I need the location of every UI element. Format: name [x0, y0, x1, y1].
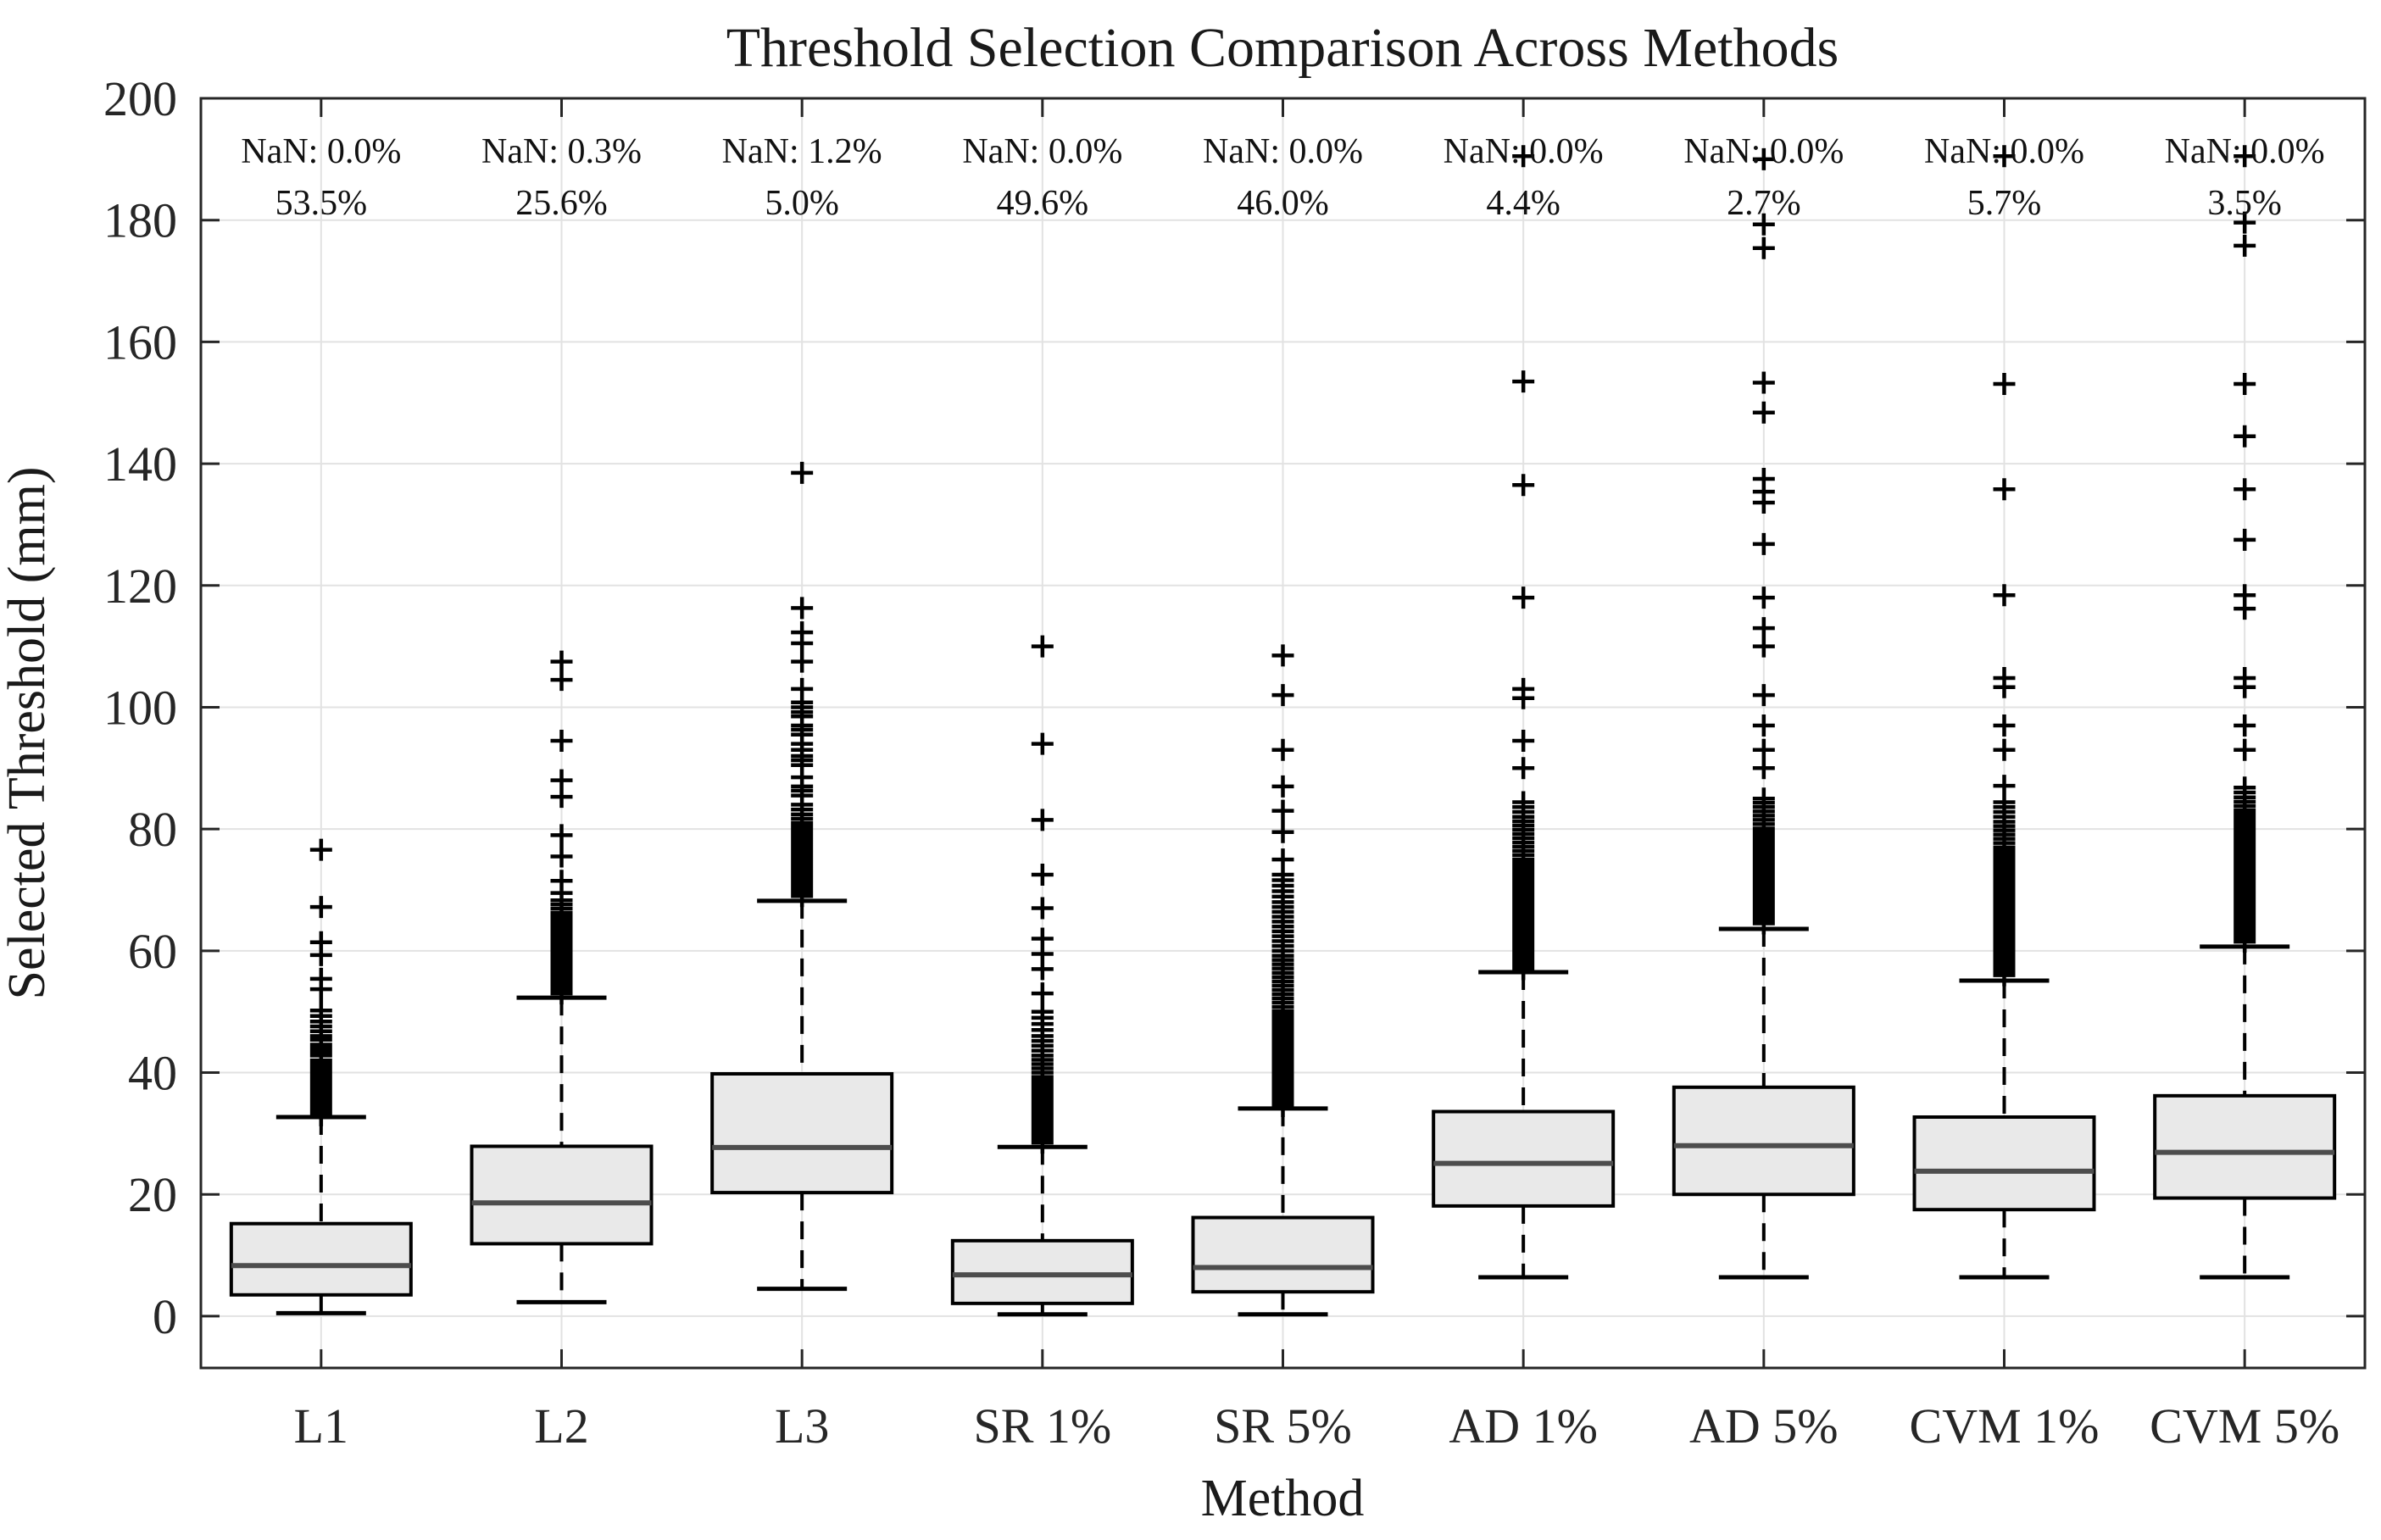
annotation-nan: NaN: 0.0%: [1203, 132, 1363, 171]
box-AD 5%: [1672, 1085, 1855, 1197]
x-tick-label: L3: [775, 1398, 829, 1454]
annotation-nan: NaN: 0.3%: [481, 132, 642, 171]
box-L3: [710, 1071, 894, 1195]
annotation-pct: 4.4%: [1486, 184, 1560, 223]
annotation-nan: NaN: 0.0%: [2165, 132, 2325, 171]
x-tick-label: SR 1%: [973, 1398, 1111, 1454]
x-tick-label: SR 5%: [1214, 1398, 1352, 1454]
outliers-CVM 5%: [2234, 145, 2256, 953]
x-tick-label: L1: [294, 1398, 348, 1454]
annotation-nan: NaN: 0.0%: [241, 132, 401, 171]
outliers-SR 5%: [1271, 644, 1294, 1118]
outliers-AD 1%: [1512, 145, 1535, 981]
annotation-nan: NaN: 0.0%: [1683, 132, 1844, 171]
y-tick-label: 160: [103, 314, 177, 370]
x-tick-label: CVM 5%: [2150, 1398, 2339, 1454]
y-tick-label: 0: [153, 1289, 177, 1344]
axis-layer: [199, 97, 2367, 1370]
box-CVM 1%: [1912, 1115, 2096, 1212]
outliers-L1: [309, 838, 332, 1126]
y-axis-label: Selected Threshold (mm): [0, 466, 56, 999]
y-tick-label: 60: [128, 924, 177, 979]
annotation-nan: NaN: 0.0%: [962, 132, 1122, 171]
outliers-L2: [550, 650, 573, 1005]
box-L2: [470, 1144, 654, 1246]
annotation-pct: 3.5%: [2207, 184, 2282, 223]
y-tick-label: 80: [128, 802, 177, 857]
annotation-nan: NaN: 1.2%: [722, 132, 882, 171]
x-tick-label: CVM 1%: [1910, 1398, 2100, 1454]
x-tick-label: AD 5%: [1689, 1398, 1839, 1454]
chart-title: Threshold Selection Comparison Across Me…: [726, 17, 1839, 79]
x-tick-label: L2: [534, 1398, 588, 1454]
x-axis-label: Method: [1201, 1470, 1365, 1527]
annotation-pct: 25.6%: [515, 184, 608, 223]
y-tick-label: 180: [103, 193, 177, 248]
outliers-L3: [791, 461, 814, 908]
outliers-CVM 1%: [1993, 145, 2016, 987]
box-L1: [229, 1221, 413, 1297]
y-tick-label: 120: [103, 559, 177, 614]
y-tick-label: 140: [103, 436, 177, 492]
annotation-nan: NaN: 0.0%: [1444, 132, 1604, 171]
outliers-SR 1%: [1031, 635, 1054, 1154]
box-SR 5%: [1191, 1215, 1375, 1294]
data-layer: [229, 145, 2337, 1317]
annotation-pct: 49.6%: [997, 184, 1089, 223]
annotation-pct: 53.5%: [275, 184, 368, 223]
y-tick-label: 100: [103, 680, 177, 735]
box-AD 1%: [1432, 1109, 1616, 1208]
annotation-pct: 2.7%: [1727, 184, 1801, 223]
outliers-AD 5%: [1752, 147, 1775, 935]
annotation-nan: NaN: 0.0%: [1924, 132, 2084, 171]
y-tick-label: 20: [128, 1167, 177, 1222]
annotation-pct: 46.0%: [1237, 184, 1329, 223]
label-layer: 0 20 40 60 80 100 120 140 160 180 200 L1 L2 L3 SR 1% SR…: [103, 71, 2339, 1454]
y-tick-label: 40: [128, 1046, 177, 1101]
annotation-pct: 5.0%: [765, 184, 839, 223]
box-CVM 5%: [2153, 1093, 2337, 1200]
annotation-pct: 5.7%: [1967, 184, 2042, 223]
x-tick-label: AD 1%: [1449, 1398, 1598, 1454]
box-SR 1%: [950, 1238, 1134, 1305]
y-tick-label: 200: [103, 71, 177, 126]
